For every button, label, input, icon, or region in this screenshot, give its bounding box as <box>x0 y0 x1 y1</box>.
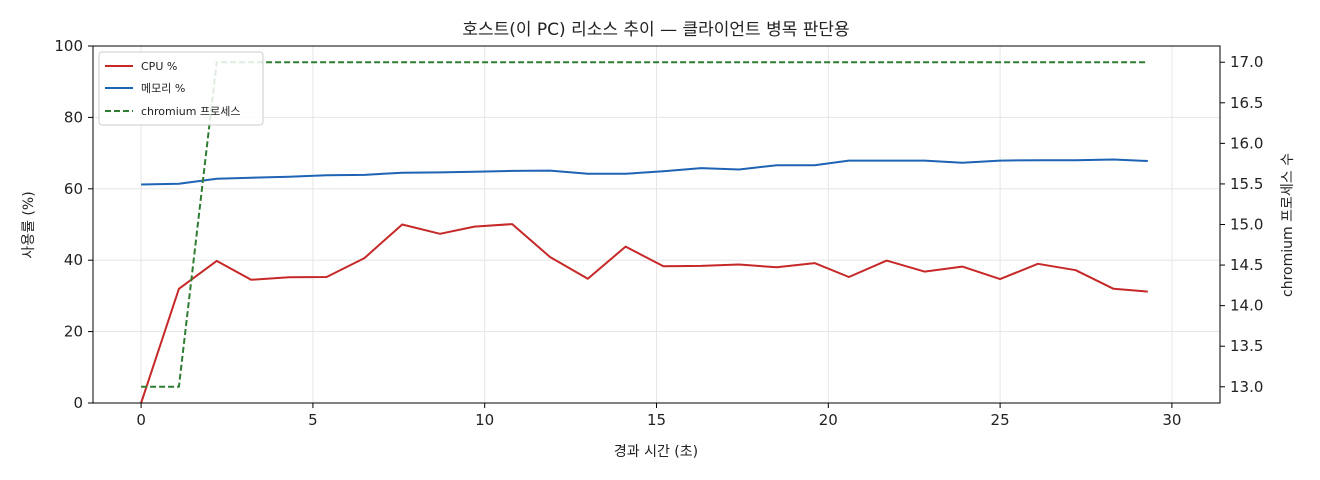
y2-tick-label: 14.5 <box>1230 256 1263 274</box>
x-tick-label: 25 <box>991 411 1010 429</box>
y-axis-left: 0 20 40 60 80 100 <box>54 37 93 412</box>
legend-label-memory: 메모리 % <box>141 82 185 95</box>
legend-box <box>98 51 264 126</box>
legend-label-chromium: chromium 프로세스 <box>141 105 240 118</box>
x-tick-label: 10 <box>475 411 494 429</box>
y2-tick-label: 15.0 <box>1230 216 1263 234</box>
y2-tick-label: 13.5 <box>1230 337 1263 355</box>
chart-title: 호스트(이 PC) 리소스 추이 — 클라이언트 병목 판단용 <box>462 20 849 40</box>
y-tick-label: 0 <box>73 394 83 412</box>
y-tick-label: 80 <box>64 108 83 126</box>
x-axis: 0 5 10 15 20 25 30 <box>136 403 1181 429</box>
y2-tick-label: 14.0 <box>1230 297 1263 315</box>
y-tick-label: 60 <box>64 180 83 198</box>
series-line-memory <box>141 158 1148 186</box>
y2-tick-label: 16.0 <box>1230 134 1263 152</box>
legend: CPU % 메모리 % chromium 프로세스 <box>98 51 264 126</box>
x-tick-label: 0 <box>136 411 146 429</box>
x-tick-label: 20 <box>819 411 838 429</box>
x-tick-label: 15 <box>647 411 666 429</box>
series-line-chromium <box>141 61 1148 388</box>
x-axis-title: 경과 시간 (초) <box>614 444 698 460</box>
y2-tick-label: 15.5 <box>1230 175 1263 193</box>
y2-tick-label: 13.0 <box>1230 378 1263 396</box>
y2-tick-label: 17.0 <box>1230 53 1263 71</box>
x-tick-label: 5 <box>308 411 318 429</box>
y2-tick-label: 16.5 <box>1230 94 1263 112</box>
y-axis-title: 사용률 (%) <box>21 191 37 258</box>
y-tick-label: 40 <box>64 251 83 269</box>
y-tick-label: 100 <box>54 37 83 55</box>
y-axis-right: 13.0 13.5 14.0 14.5 15.0 15.5 16.0 16.5 17.0 <box>1220 53 1263 396</box>
y2-axis-title: chromium 프로세스 수 <box>1280 153 1296 297</box>
series-group <box>140 61 1148 404</box>
legend-label-cpu: CPU % <box>141 60 177 73</box>
y-tick-label: 20 <box>64 323 83 341</box>
series-line-cpu <box>140 223 1148 404</box>
x-tick-label: 30 <box>1162 411 1181 429</box>
